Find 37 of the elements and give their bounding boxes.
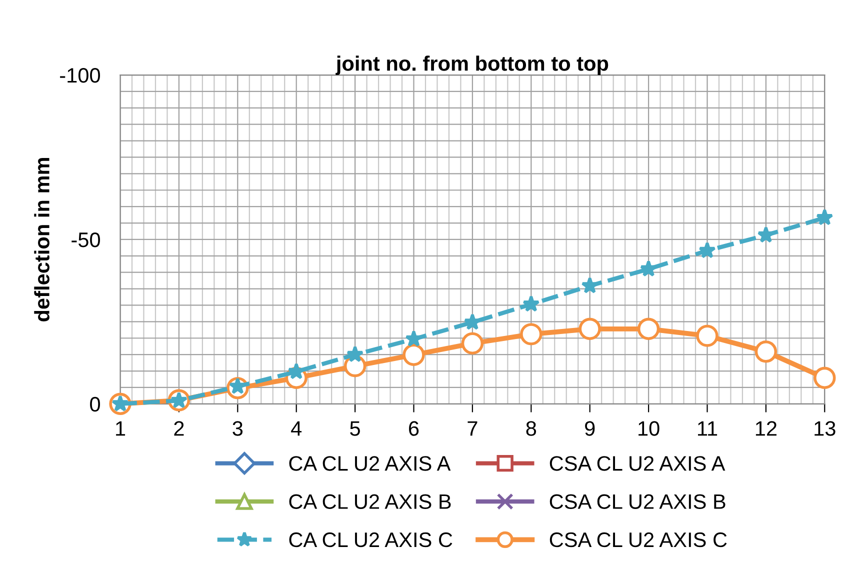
chart-title: joint no. from bottom to top <box>336 56 608 76</box>
legend-label: CSA CL U2 AXIS C <box>550 532 727 548</box>
point <box>816 208 834 226</box>
x-tick-label: 2 <box>174 421 184 436</box>
x-tick-label: 8 <box>526 421 536 436</box>
y-axis-title: deflection in mm <box>34 158 50 322</box>
point <box>696 324 718 347</box>
point <box>405 330 422 347</box>
legend-label: CA CL U2 AXIS A <box>289 456 451 471</box>
point <box>522 295 540 312</box>
legend-label: CA CL U2 AXIS C <box>289 532 452 548</box>
point <box>754 340 778 363</box>
legend-label: CSA CL U2 AXIS A <box>550 456 726 471</box>
y-tick-label: -100 <box>60 68 100 83</box>
x-tick-label: 11 <box>698 421 718 436</box>
point <box>698 242 716 258</box>
x-tick-label: 1 <box>116 421 126 436</box>
y-tick-label: 0 <box>90 396 100 412</box>
legend-label: CA CL U2 AXIS B <box>289 494 451 510</box>
y-tick-label: -50 <box>72 232 100 248</box>
x-tick-label: 7 <box>468 421 478 436</box>
point <box>637 318 660 340</box>
x-tick-label: 12 <box>756 421 776 436</box>
x-tick-label: 4 <box>291 421 302 436</box>
x-tick-label: 5 <box>350 421 360 436</box>
x-tick-label: 10 <box>638 421 660 436</box>
point <box>461 332 484 354</box>
legend-label: CSA CL U2 AXIS B <box>550 494 726 510</box>
x-tick-label: 9 <box>585 421 595 436</box>
x-tick-label: 6 <box>409 421 419 436</box>
point <box>814 366 836 390</box>
point <box>520 323 542 346</box>
point <box>346 346 364 362</box>
point <box>578 318 601 340</box>
x-tick-label: 3 <box>232 421 243 436</box>
x-tick-label: 13 <box>814 421 836 436</box>
point <box>402 344 425 366</box>
